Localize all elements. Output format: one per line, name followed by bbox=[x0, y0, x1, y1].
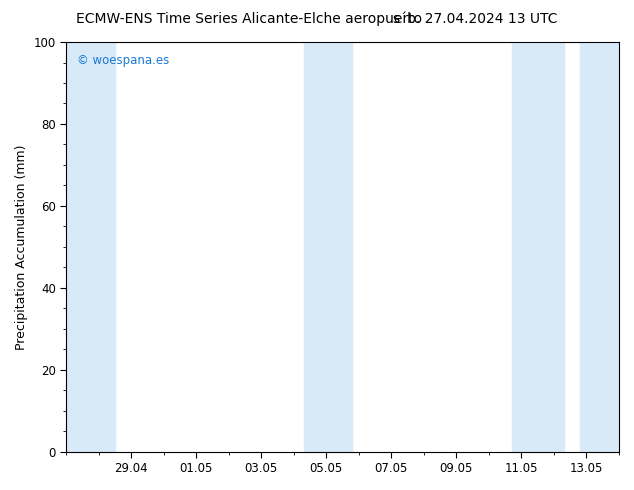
Y-axis label: Precipitation Accumulation (mm): Precipitation Accumulation (mm) bbox=[15, 144, 28, 349]
Bar bbox=[534, 42, 564, 452]
Text: ECMW-ENS Time Series Alicante-Elche aeropuerto: ECMW-ENS Time Series Alicante-Elche aero… bbox=[76, 12, 422, 26]
Bar bbox=[580, 42, 619, 452]
Bar bbox=[512, 42, 534, 452]
Bar bbox=[66, 42, 115, 452]
Text: © woespana.es: © woespana.es bbox=[77, 54, 169, 67]
Bar bbox=[304, 42, 327, 452]
Text: s´b. 27.04.2024 13 UTC: s´b. 27.04.2024 13 UTC bbox=[394, 12, 558, 26]
Bar bbox=[327, 42, 353, 452]
